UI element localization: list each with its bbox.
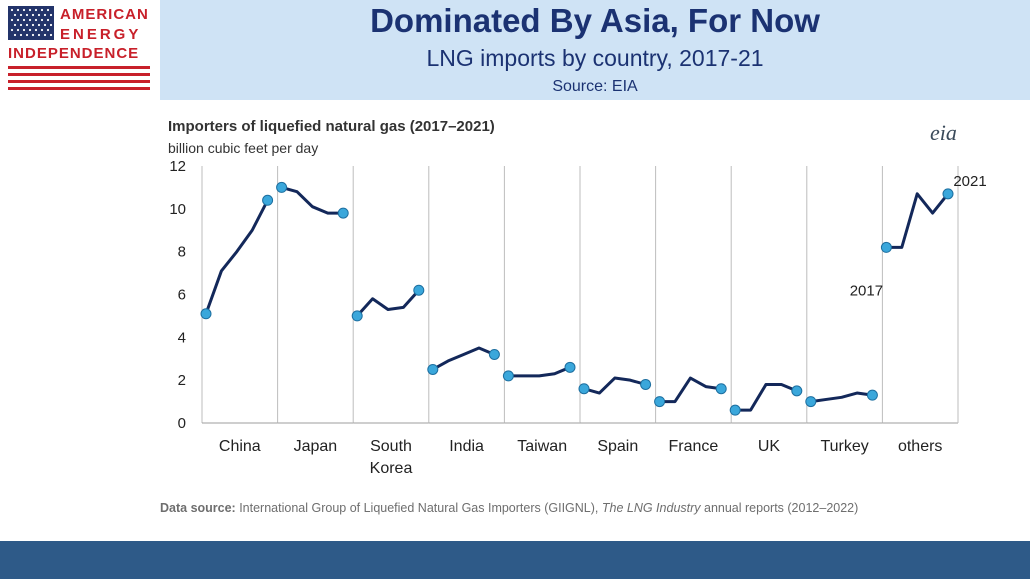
x-category-label: Japan bbox=[294, 438, 338, 455]
chart-title: Importers of liquefied natural gas (2017… bbox=[168, 118, 495, 135]
x-category-label: Turkey bbox=[820, 438, 868, 455]
logo-text-energy: ENERGY bbox=[60, 26, 142, 43]
x-category-label: Spain bbox=[597, 438, 638, 455]
endpoint-marker bbox=[715, 383, 727, 395]
series-line bbox=[281, 185, 344, 215]
endpoint-marker bbox=[262, 194, 274, 206]
endpoint-marker bbox=[337, 207, 349, 219]
x-category-label: others bbox=[898, 438, 942, 455]
endpoint-marker bbox=[351, 310, 363, 322]
series-line bbox=[810, 391, 873, 404]
slide-subtitle: LNG imports by country, 2017-21 bbox=[426, 45, 764, 71]
x-category-label: South bbox=[370, 438, 412, 455]
endpoint-marker bbox=[791, 385, 803, 397]
logo-text-american: AMERICAN bbox=[60, 6, 149, 23]
endpoint-marker bbox=[654, 396, 666, 408]
header-banner bbox=[0, 0, 1030, 100]
endpoint-marker bbox=[640, 378, 652, 390]
slide-title: Dominated By Asia, For Now bbox=[370, 2, 820, 39]
y-tick-label: 8 bbox=[178, 244, 186, 261]
slide-source: Source: EIA bbox=[552, 78, 638, 95]
x-category-label: UK bbox=[758, 438, 781, 455]
y-tick-label: 0 bbox=[178, 415, 186, 432]
year-annotation: 2017 bbox=[850, 282, 883, 299]
endpoint-marker bbox=[276, 181, 288, 193]
logo-stripes-icon bbox=[8, 66, 150, 90]
series-line bbox=[583, 376, 647, 395]
x-category-label: Korea bbox=[370, 460, 413, 477]
endpoint-marker bbox=[729, 404, 741, 416]
x-category-label: India bbox=[449, 438, 484, 455]
endpoint-marker bbox=[413, 284, 425, 296]
y-tick-label: 12 bbox=[169, 158, 186, 175]
us-flag-icon bbox=[8, 6, 54, 40]
endpoint-marker bbox=[502, 370, 514, 382]
endpoint-marker bbox=[488, 348, 500, 360]
y-tick-label: 6 bbox=[178, 287, 186, 304]
series-line bbox=[204, 199, 269, 315]
logo-text-independence: INDEPENDENCE bbox=[8, 45, 140, 62]
endpoint-marker bbox=[564, 361, 576, 373]
x-category-label: France bbox=[669, 438, 719, 455]
chart-unit-label: billion cubic feet per day bbox=[168, 140, 319, 156]
data-source-note: Data source: International Group of Liqu… bbox=[160, 500, 990, 516]
endpoint-marker bbox=[880, 241, 892, 253]
series-line bbox=[356, 289, 420, 317]
series-line bbox=[432, 346, 495, 371]
series-line bbox=[659, 376, 722, 404]
x-category-label: China bbox=[219, 438, 261, 455]
data-source-italic: The LNG Industry bbox=[601, 501, 701, 515]
footer-bar bbox=[0, 541, 1030, 579]
endpoint-marker bbox=[578, 383, 590, 395]
endpoint-marker bbox=[866, 389, 878, 401]
data-source-tail: annual reports (2012–2022) bbox=[700, 501, 859, 515]
endpoint-marker bbox=[427, 363, 439, 375]
data-source-text: International Group of Liquefied Natural… bbox=[235, 501, 602, 515]
series-line bbox=[735, 382, 798, 412]
endpoint-marker bbox=[200, 308, 212, 320]
series-line bbox=[886, 192, 950, 249]
year-annotation: 2021 bbox=[953, 173, 986, 190]
endpoint-marker bbox=[942, 188, 954, 200]
endpoint-marker bbox=[805, 396, 817, 408]
y-tick-label: 4 bbox=[178, 329, 186, 346]
x-category-label: Taiwan bbox=[517, 438, 567, 455]
data-source-label: Data source: bbox=[160, 501, 236, 515]
series-line bbox=[508, 365, 571, 378]
y-tick-label: 10 bbox=[169, 201, 186, 218]
y-tick-label: 2 bbox=[178, 372, 186, 389]
eia-logo-icon: eia bbox=[930, 120, 957, 145]
logo: AMERICAN ENERGY INDEPENDENCE bbox=[0, 0, 160, 100]
